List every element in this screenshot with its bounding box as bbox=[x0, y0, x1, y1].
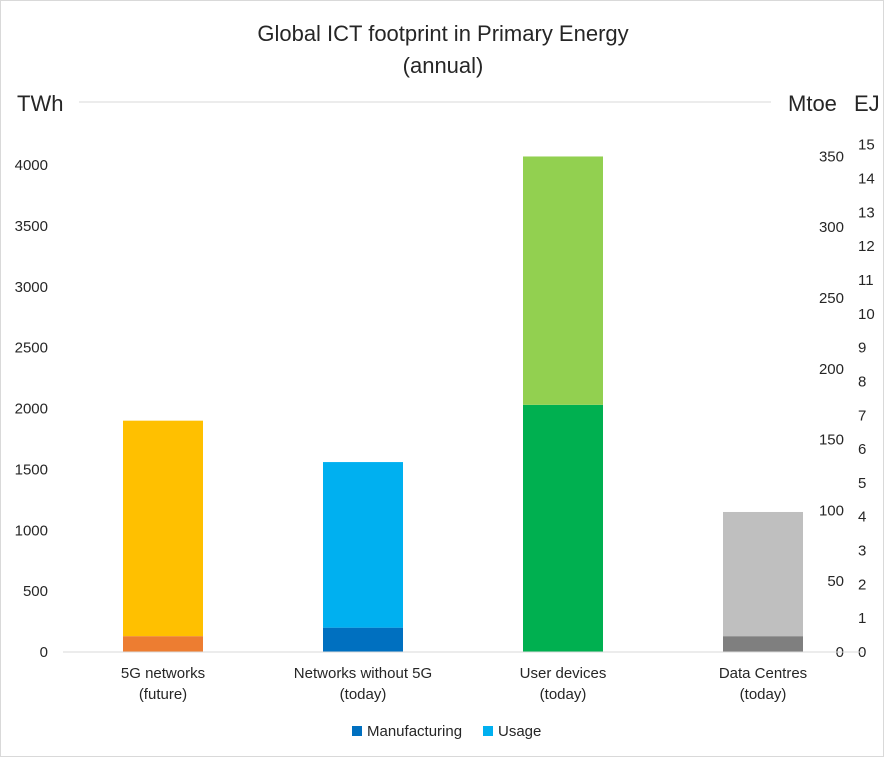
x-tick-label: Networks without 5G bbox=[294, 665, 432, 682]
x-tick-label: (future) bbox=[139, 686, 187, 703]
y3-tick-label: 11 bbox=[858, 272, 874, 289]
y3-tick-label: 15 bbox=[858, 137, 875, 154]
y-tick-label: 0 bbox=[40, 644, 48, 661]
bar-manufacturing-3 bbox=[723, 636, 803, 652]
y-tick-label: 1500 bbox=[15, 461, 48, 478]
y3-tick-label: 13 bbox=[858, 204, 875, 221]
bar-usage-3 bbox=[723, 511, 803, 637]
y2-tick-label: 300 bbox=[819, 219, 844, 236]
legend-swatch-usage bbox=[483, 726, 493, 736]
bars bbox=[123, 156, 803, 652]
y3-tick-label: 10 bbox=[858, 306, 875, 323]
bar-usage-2 bbox=[523, 156, 603, 405]
x-tick-label: User devices bbox=[520, 665, 607, 682]
y3-axis-label: EJ bbox=[854, 91, 880, 116]
x-tick-label: 5G networks bbox=[121, 665, 205, 682]
y2-axis-label: Mtoe bbox=[788, 91, 837, 116]
x-tick-label: (today) bbox=[740, 686, 787, 703]
y-axis-label: TWh bbox=[17, 91, 63, 116]
legend: Manufacturing Usage bbox=[352, 723, 541, 740]
chart-title: Global ICT footprint in Primary Energy bbox=[257, 21, 628, 46]
legend-swatch-manufacturing bbox=[352, 726, 362, 736]
bar-usage-1 bbox=[323, 462, 403, 628]
y3-tick-label: 5 bbox=[858, 475, 866, 492]
y-tick-label: 2500 bbox=[15, 340, 48, 357]
y3-tick-label: 9 bbox=[858, 340, 866, 357]
x-tick-label: (today) bbox=[340, 686, 387, 703]
y-tick-label: 4000 bbox=[15, 157, 48, 174]
x-tick-label: Data Centres bbox=[719, 665, 807, 682]
y3-tick-label: 1 bbox=[858, 610, 866, 627]
y3-tick-label: 12 bbox=[858, 238, 875, 255]
y3-tick-label: 8 bbox=[858, 373, 866, 390]
y3-tick-label: 3 bbox=[858, 543, 866, 560]
y2-tick-label: 100 bbox=[819, 502, 844, 519]
y3-tick-label: 6 bbox=[858, 441, 866, 458]
y-tick-label: 3000 bbox=[15, 279, 48, 296]
y2-tick-label: 50 bbox=[827, 573, 844, 590]
y-axis-ticks: 0 500 1000 1500 2000 2500 3000 3500 4000 bbox=[15, 157, 48, 661]
y-tick-label: 3500 bbox=[15, 218, 48, 235]
legend-label-usage: Usage bbox=[498, 723, 541, 740]
legend-label-manufacturing: Manufacturing bbox=[367, 723, 462, 740]
y2-tick-label: 150 bbox=[819, 432, 844, 449]
chart-subtitle: (annual) bbox=[403, 53, 484, 78]
y3-tick-label: 14 bbox=[858, 171, 875, 188]
y-tick-label: 500 bbox=[23, 583, 48, 600]
bar-manufacturing-1 bbox=[323, 627, 403, 652]
bar-manufacturing-0 bbox=[123, 636, 203, 652]
y2-tick-label: 250 bbox=[819, 290, 844, 307]
x-axis-labels: 5G networks (future) Networks without 5G (t… bbox=[121, 665, 807, 703]
y3-tick-label: 4 bbox=[858, 509, 866, 526]
y3-tick-label: 2 bbox=[858, 576, 866, 593]
bar-usage-0 bbox=[123, 420, 203, 637]
y-tick-label: 1000 bbox=[15, 522, 48, 539]
y-tick-label: 2000 bbox=[15, 401, 48, 418]
bar-manufacturing-2 bbox=[523, 404, 603, 652]
x-tick-label: (today) bbox=[540, 686, 587, 703]
y2-tick-label: 350 bbox=[819, 148, 844, 165]
y3-tick-label: 7 bbox=[858, 407, 866, 424]
y2-tick-label: 200 bbox=[819, 361, 844, 378]
